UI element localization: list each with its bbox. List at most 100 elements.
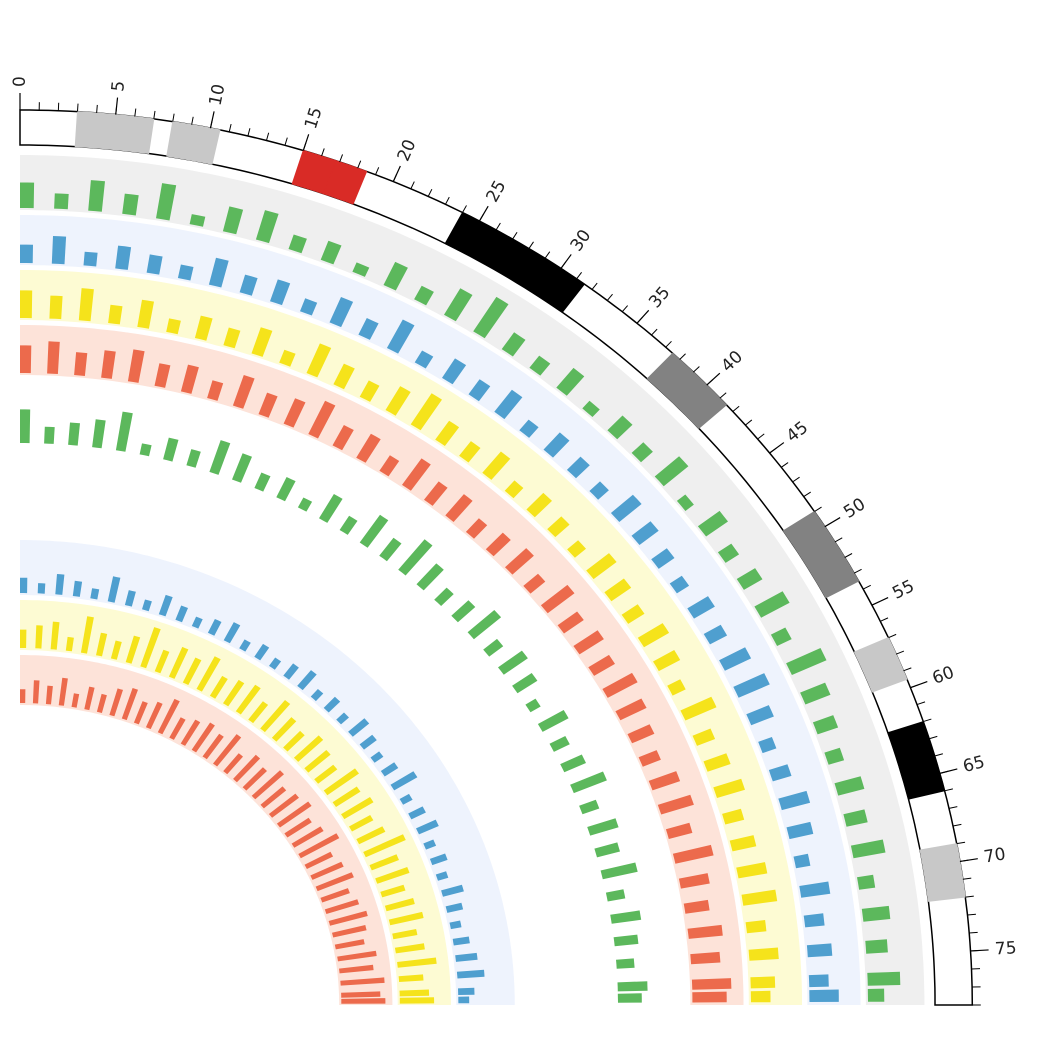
track-bar	[207, 619, 222, 636]
track-bar	[223, 679, 245, 707]
track-bar	[722, 808, 745, 825]
track-bar	[605, 889, 626, 902]
tick-label: 15	[301, 105, 327, 132]
track-bar	[683, 899, 710, 914]
track-bar	[380, 884, 406, 898]
track-bar	[283, 663, 299, 680]
track-bar	[283, 398, 306, 428]
track-bar	[570, 771, 607, 794]
major-tick	[769, 442, 785, 454]
track-bar	[310, 689, 324, 702]
track-bar	[579, 799, 600, 815]
track-bar	[672, 844, 714, 864]
track-bar	[691, 978, 732, 990]
track-bar	[80, 616, 94, 654]
track-bar	[239, 274, 258, 296]
track-bar	[270, 279, 291, 306]
track-bar	[222, 206, 244, 235]
track-bar	[733, 673, 770, 698]
track-bar	[529, 355, 551, 376]
track-bar	[526, 492, 552, 518]
track-bar	[68, 422, 80, 446]
track-bar	[359, 514, 389, 548]
tick-label: 30	[567, 226, 596, 255]
track-bar	[293, 735, 324, 762]
minor-tick	[803, 491, 811, 498]
track-bar	[108, 304, 123, 325]
track-bar	[163, 437, 179, 462]
track-bar	[621, 604, 645, 624]
track-bar	[340, 977, 385, 986]
track-bar	[115, 245, 132, 270]
tick-label: 70	[982, 844, 1007, 867]
track-bar	[154, 649, 170, 674]
track-bar	[435, 420, 460, 446]
track-bar	[310, 861, 344, 880]
track-bar	[627, 724, 655, 744]
track-bar	[191, 616, 203, 629]
track-bar	[145, 701, 163, 730]
track-bar	[213, 734, 242, 767]
track-bar	[140, 627, 161, 669]
track-bar	[341, 797, 374, 820]
tick-label: 60	[930, 662, 957, 688]
track-bar	[320, 888, 350, 903]
track-bar	[754, 591, 790, 618]
track-bar	[146, 254, 163, 275]
track-bar	[610, 494, 642, 522]
track-bar	[383, 261, 408, 291]
track-bar	[166, 318, 181, 335]
track-bar	[297, 670, 317, 691]
track-bar	[78, 288, 94, 322]
track-bar	[793, 853, 811, 869]
track-bar	[408, 806, 426, 820]
track-bar	[20, 629, 27, 648]
ideogram-band	[887, 720, 946, 800]
track-bar	[320, 240, 342, 265]
track-bar	[283, 730, 305, 752]
track-bar	[857, 874, 876, 890]
track-bar	[370, 751, 384, 763]
track-bar	[567, 540, 586, 558]
track-bar	[729, 835, 757, 852]
track-bar	[556, 367, 585, 396]
track-bar	[610, 910, 642, 924]
track-bar	[209, 675, 228, 699]
track-bar	[328, 910, 368, 926]
track-bar	[416, 819, 439, 835]
track-bar	[397, 957, 437, 968]
track-bar	[384, 898, 415, 912]
track-bar	[653, 650, 681, 672]
track-bar	[235, 684, 261, 715]
track-bar	[298, 833, 340, 859]
track-bar	[233, 754, 261, 783]
track-bar	[297, 497, 313, 512]
track-bar	[304, 851, 334, 869]
track-bar	[58, 677, 68, 706]
track-bar	[665, 822, 693, 839]
track-bar	[20, 689, 26, 703]
track-bar	[399, 989, 430, 997]
track-bar	[459, 441, 481, 463]
track-bar	[260, 700, 291, 733]
track-bar	[566, 456, 590, 479]
track-bar	[631, 442, 653, 463]
track-bar	[315, 872, 354, 892]
ideogram-band	[74, 111, 155, 155]
track-bar	[604, 578, 632, 602]
track-bar	[232, 453, 252, 483]
track-bar	[865, 939, 888, 954]
track-bar	[435, 871, 449, 881]
track-bar	[50, 621, 60, 650]
track-bar	[339, 515, 358, 535]
track-bar	[824, 747, 845, 765]
track-bar	[35, 625, 43, 649]
minor-tick	[888, 633, 897, 639]
track-bar	[654, 456, 689, 487]
track-bar	[390, 771, 418, 791]
track-bar	[279, 349, 296, 367]
minor-tick	[76, 103, 79, 112]
track-bar	[399, 793, 413, 805]
track-bar	[504, 480, 524, 499]
track-bar	[96, 632, 108, 657]
